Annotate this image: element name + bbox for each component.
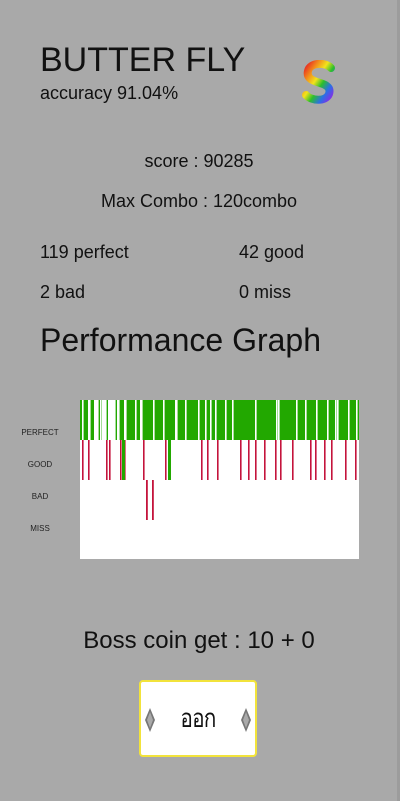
perfect-gap <box>89 400 91 440</box>
perfect-gap <box>337 400 339 440</box>
perfect-gap <box>125 400 127 440</box>
song-title: BUTTER FLY <box>40 41 246 79</box>
perfect-gap <box>100 400 102 440</box>
perfect-gap <box>111 400 113 440</box>
good-mark <box>315 440 317 480</box>
perfect-gap <box>118 400 120 440</box>
perfect-gap <box>113 400 115 440</box>
perfect-gap <box>210 400 212 440</box>
good-mark <box>165 440 167 480</box>
row-label-perfect: PERFECT <box>21 428 59 437</box>
good-mark <box>280 440 282 480</box>
good-mark <box>292 440 294 480</box>
perfect-gap <box>124 400 126 440</box>
perfect-gap <box>108 400 110 440</box>
perfect-gap <box>112 400 114 440</box>
perfect-gap <box>88 400 90 440</box>
good-mark <box>106 440 108 480</box>
good-mark <box>217 440 219 480</box>
accuracy-text: accuracy 91.04% <box>40 83 179 103</box>
perfect-gap <box>109 400 111 440</box>
perfect-gap <box>110 400 112 440</box>
perfect-gap <box>278 400 280 440</box>
perfect-gap <box>232 400 234 440</box>
bad-count: 2 bad <box>40 282 86 302</box>
perfect-gap <box>356 400 358 440</box>
row-label-good: GOOD <box>27 460 53 469</box>
good-mark <box>143 440 145 480</box>
perfect-gap <box>276 400 278 440</box>
perfect-gap <box>104 400 106 440</box>
exit-button-label: ออก <box>180 704 216 734</box>
perfect-gap <box>135 400 137 440</box>
good-row-perfect-mark <box>168 440 171 480</box>
screen-edge <box>397 0 400 801</box>
good-mark <box>275 440 277 480</box>
perfect-gap <box>335 400 337 440</box>
perfect-gap <box>105 400 107 440</box>
good-mark <box>248 440 250 480</box>
perfect-gap <box>103 400 105 440</box>
performance-graph <box>80 400 359 559</box>
perfect-gap <box>225 400 227 440</box>
perfect-gap <box>95 400 97 440</box>
perfect-gap <box>205 400 207 440</box>
perfect-gap <box>141 400 143 440</box>
perfect-gap <box>94 400 96 440</box>
row-label-miss: MISS <box>30 524 50 533</box>
boss-coin-text: Boss coin get : 10 + 0 <box>83 627 315 654</box>
rainbow-s-rank-icon <box>302 60 335 104</box>
perfect-gap <box>185 400 187 440</box>
perfect-gap <box>114 400 116 440</box>
good-mark <box>345 440 347 480</box>
perfect-gap <box>316 400 318 440</box>
perfect-gap <box>296 400 298 440</box>
bad-mark <box>146 480 148 520</box>
bad-mark <box>152 480 154 520</box>
perfect-gap <box>348 400 350 440</box>
good-mark <box>331 440 333 480</box>
perfect-gap <box>175 400 177 440</box>
perfect-gap <box>163 400 165 440</box>
good-mark <box>255 440 257 480</box>
good-mark <box>88 440 90 480</box>
perfect-gap <box>215 400 217 440</box>
perfect-gap <box>198 400 200 440</box>
good-mark <box>264 440 266 480</box>
good-mark <box>207 440 209 480</box>
diamond-right-icon <box>241 708 251 732</box>
perfect-gap <box>305 400 307 440</box>
perfect-gap <box>153 400 155 440</box>
perfect-gap <box>96 400 98 440</box>
perfect-count: 119 perfect <box>40 242 129 262</box>
good-mark <box>120 440 122 480</box>
max-combo-text: Max Combo : 120combo <box>100 191 298 211</box>
diamond-left-icon <box>145 708 155 732</box>
good-mark <box>201 440 203 480</box>
good-mark <box>82 440 84 480</box>
perfect-gap <box>327 400 329 440</box>
perfect-gap <box>117 400 119 440</box>
perfect-gap <box>140 400 142 440</box>
perfect-gap <box>102 400 104 440</box>
good-count: 42 good <box>239 242 305 262</box>
good-mark <box>310 440 312 480</box>
good-mark <box>324 440 326 480</box>
good-mark <box>355 440 357 480</box>
perfect-gap <box>97 400 99 440</box>
perfect-gap <box>176 400 178 440</box>
score-text: score : 90285 <box>144 151 254 171</box>
perfect-gap <box>255 400 257 440</box>
row-label-bad: BAD <box>31 492 49 501</box>
good-mark <box>240 440 242 480</box>
performance-graph-title: Performance Graph <box>40 322 322 358</box>
miss-count: 0 miss <box>239 282 292 302</box>
exit-button[interactable]: ออก <box>139 680 257 757</box>
good-row-perfect-mark <box>122 440 125 480</box>
good-mark <box>109 440 111 480</box>
perfect-gap <box>82 400 84 440</box>
